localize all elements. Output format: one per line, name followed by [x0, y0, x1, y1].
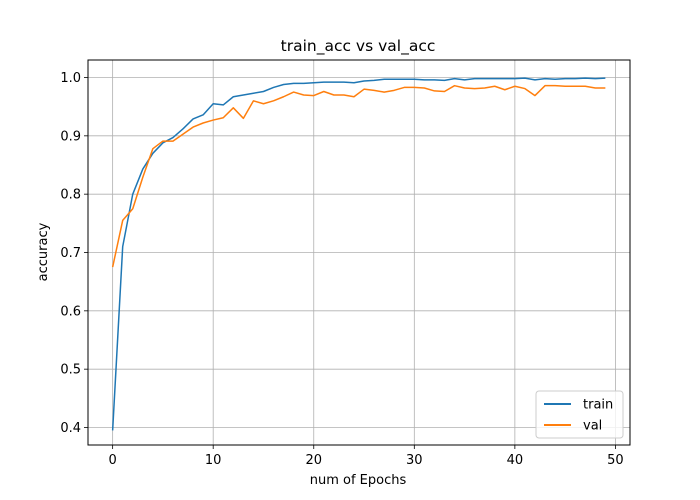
legend: train val	[535, 390, 624, 439]
grid-lines	[88, 60, 630, 445]
legend-label-val: val	[583, 419, 602, 434]
y-tick-label: 0.5	[60, 363, 81, 378]
x-tick-label: 50	[607, 453, 624, 468]
legend-label-train: train	[583, 398, 613, 413]
series-layer	[111, 77, 606, 431]
y-tick-label: 1.0	[60, 71, 81, 86]
y-tick-label: 0.6	[60, 304, 81, 319]
chart-title: train_acc vs val_acc	[281, 37, 436, 56]
y-tick-label: 0.8	[60, 188, 81, 203]
y-axis-title: accuracy	[36, 222, 51, 281]
x-axis-title: num of Epochs	[310, 473, 407, 488]
x-tick-label: 30	[406, 453, 423, 468]
x-tick-label: 0	[108, 453, 116, 468]
y-tick-label: 0.9	[60, 129, 81, 144]
x-tick-label: 40	[507, 453, 524, 468]
series-line-val	[111, 84, 606, 268]
x-tick-label: 20	[305, 453, 322, 468]
y-tick-label: 0.4	[60, 421, 81, 436]
series-line-train	[111, 77, 606, 431]
y-tick-label: 0.7	[60, 246, 81, 261]
x-tick-label: 10	[205, 453, 222, 468]
x-axis-ticks: 0 10 20 30 40 50	[108, 445, 624, 468]
y-axis-ticks: 0.4 0.5 0.6 0.7 0.8 0.9 1.0	[60, 71, 88, 436]
legend-box	[535, 390, 624, 439]
